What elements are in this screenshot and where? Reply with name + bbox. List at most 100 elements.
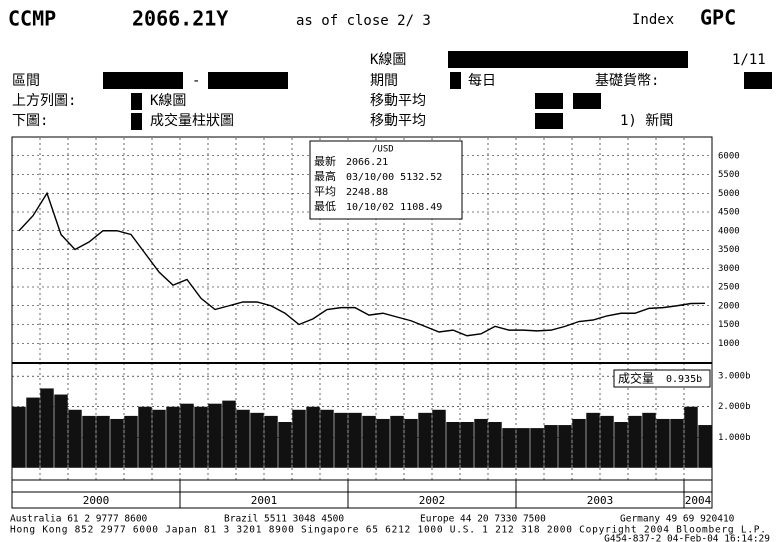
y-tick-label: 1.000b	[718, 433, 751, 443]
volume-bar	[474, 418, 488, 468]
lower-box	[131, 113, 142, 130]
currency-label: 基礎貨幣:	[595, 72, 659, 89]
upper: K線圖	[150, 93, 186, 109]
chart-label: K線圖	[370, 52, 406, 68]
volume-bar	[180, 403, 194, 468]
y-tick-label: 2.000b	[718, 402, 751, 412]
volume-bar	[684, 406, 698, 468]
volume-bar	[124, 415, 138, 468]
start-box	[103, 72, 183, 89]
period-label: 期間	[370, 73, 398, 89]
info-label: 最低	[314, 200, 336, 213]
volume-bar	[320, 409, 334, 468]
volume-bar	[376, 418, 390, 468]
kind: Index	[632, 12, 674, 28]
volume-bar	[208, 403, 222, 468]
volume-bar	[404, 418, 418, 468]
volume-bar	[166, 406, 180, 468]
volume-bar	[390, 415, 404, 468]
info-label: 最高	[314, 169, 336, 183]
volume-bar	[278, 422, 292, 468]
y-tick-label: 4500	[718, 208, 740, 218]
year-label: 2002	[419, 494, 446, 507]
volume-bar	[54, 394, 68, 468]
end: 2/ 3/04	[218, 73, 277, 89]
year-label: 2004	[685, 494, 712, 507]
y-tick-label: 2500	[718, 283, 740, 293]
volume-bar	[26, 397, 40, 468]
security-box	[448, 51, 688, 68]
lower-code: V	[132, 114, 140, 129]
footer-text: Europe 44 20 7330 7500	[420, 514, 546, 525]
volume-bar	[572, 418, 586, 468]
chart-frame	[11, 136, 713, 509]
volume-bar	[194, 406, 208, 468]
ma-box	[535, 93, 563, 109]
volume-bar	[432, 409, 446, 468]
page: GPC	[700, 6, 736, 30]
unit: /USD	[372, 145, 394, 155]
y-tick-label: 6000	[718, 151, 740, 161]
volume-bar	[600, 415, 614, 468]
volume-bar	[110, 418, 124, 468]
volume-bar	[446, 422, 460, 468]
upper-code: 2	[132, 94, 140, 109]
period-box	[450, 72, 461, 89]
volume-bar	[418, 412, 432, 468]
volume-bar	[236, 409, 250, 468]
y-tick-label: 3000	[718, 264, 740, 274]
y-tick-label: 4000	[718, 226, 740, 236]
volume-bar	[558, 425, 572, 468]
lower-label: 下圖:	[12, 113, 48, 129]
volume-bar	[530, 428, 544, 468]
volume-bar	[460, 422, 474, 468]
period-code: D	[451, 74, 459, 89]
ma-box	[573, 93, 601, 109]
start: 1/ 1/00	[116, 73, 175, 89]
price: 2066.21Y	[132, 7, 228, 31]
asof: as of close 2/ 3	[296, 13, 431, 29]
volume-bar	[670, 418, 684, 468]
footer-text: Australia 61 2 9777 8600	[10, 514, 148, 525]
end-box	[208, 72, 288, 89]
y-tick-label: 2000	[718, 301, 740, 311]
currency-box	[744, 72, 772, 89]
ma-box	[535, 113, 563, 129]
volume-bar	[138, 406, 152, 468]
info-box	[309, 140, 463, 220]
y-tick-label: 5000	[718, 189, 740, 199]
volume-bar	[628, 415, 642, 468]
volume-bar	[306, 406, 320, 468]
info-value: 2248.88	[346, 187, 388, 198]
volume-bar	[586, 412, 600, 468]
lower: 成交量柱狀圖	[150, 112, 234, 129]
volume-bar	[488, 422, 502, 468]
volume-legend: 成交量	[618, 371, 654, 386]
period: 每日	[468, 73, 496, 89]
volume-bar	[544, 425, 558, 468]
security: CCMP Index	[452, 52, 536, 68]
volume-bar	[516, 428, 530, 468]
y-tick-label: 5500	[718, 170, 740, 180]
volume-bar	[264, 415, 278, 468]
currency: USD	[745, 74, 767, 88]
footer-text: Brazil 5511 3048 4500	[224, 514, 344, 525]
upper-label: 上方列圖:	[12, 93, 76, 109]
dash: -	[192, 73, 200, 89]
volume-bar	[362, 415, 376, 468]
volume-bar	[40, 388, 54, 468]
volume-bar	[642, 412, 656, 468]
info-value: 03/10/00 5132.52	[346, 172, 442, 183]
volume-bar	[656, 418, 670, 468]
year-label: 2000	[83, 494, 110, 507]
volume-bar	[152, 409, 166, 468]
info-label: 平均	[314, 185, 336, 198]
news: 1) 新聞	[620, 113, 673, 129]
volume-bar	[82, 415, 96, 468]
y-tick-label: 3500	[718, 245, 740, 255]
year-label: 2001	[251, 494, 278, 507]
ma2: 移動平均	[370, 113, 426, 129]
price-line	[18, 191, 706, 337]
y-tick-label: 1500	[718, 320, 740, 330]
